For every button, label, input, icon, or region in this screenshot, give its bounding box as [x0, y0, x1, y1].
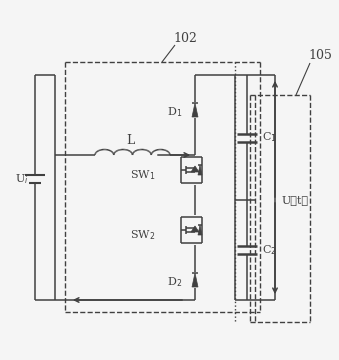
Text: U$_i$: U$_i$	[15, 172, 29, 186]
Text: L: L	[126, 134, 134, 147]
Text: SW$_2$: SW$_2$	[130, 228, 155, 242]
Text: SW$_1$: SW$_1$	[129, 168, 155, 182]
Text: D$_1$: D$_1$	[167, 105, 182, 119]
Text: 105: 105	[308, 49, 332, 62]
Polygon shape	[198, 165, 202, 175]
Text: C$_2$: C$_2$	[262, 243, 276, 257]
Polygon shape	[192, 103, 198, 117]
Polygon shape	[191, 166, 199, 172]
Text: U（t）: U（t）	[281, 195, 308, 205]
Text: 102: 102	[173, 32, 197, 45]
Polygon shape	[198, 225, 202, 235]
Polygon shape	[192, 273, 198, 287]
Text: D$_2$: D$_2$	[167, 275, 182, 289]
Polygon shape	[191, 226, 199, 232]
Text: C$_1$: C$_1$	[262, 131, 276, 144]
